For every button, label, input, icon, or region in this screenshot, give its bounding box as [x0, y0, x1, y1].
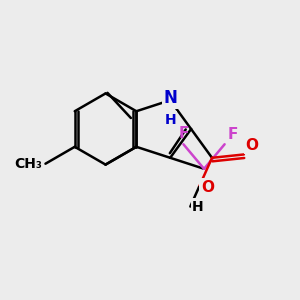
Text: CH₃: CH₃: [14, 157, 42, 171]
Text: N: N: [163, 89, 177, 107]
Text: F: F: [227, 128, 238, 142]
Text: O: O: [246, 138, 259, 153]
Text: F: F: [178, 126, 189, 141]
Text: H: H: [192, 200, 204, 214]
Text: O: O: [201, 180, 214, 195]
Text: H: H: [164, 113, 176, 127]
